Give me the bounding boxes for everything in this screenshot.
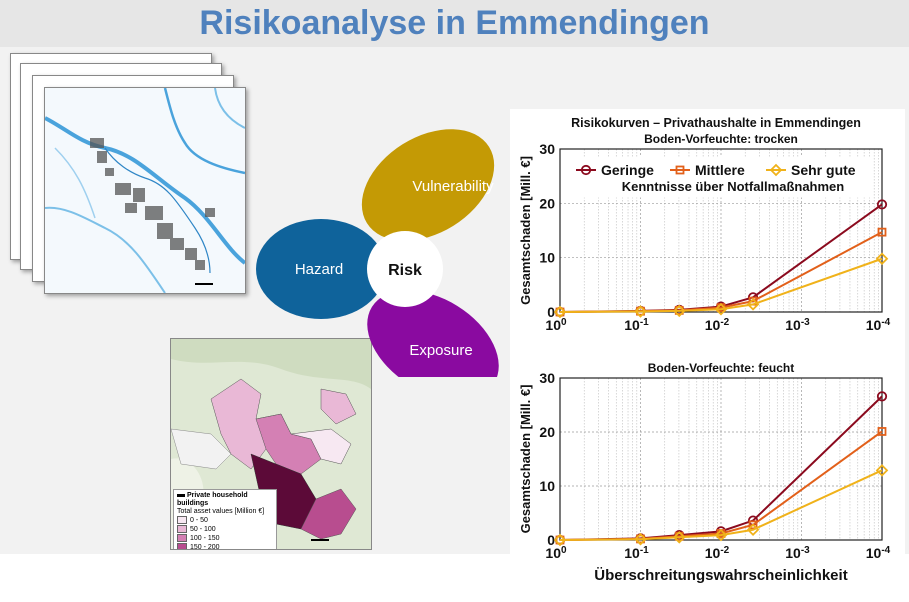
y-axis-label: Gesamtschaden [Mill. €] [518,156,533,305]
chart-title: Risikokurven – Privathaushalte in Emmend… [571,116,861,130]
main-area: Private household buildings Total asset … [0,47,909,597]
data-point [877,227,887,237]
y-tick-label: 20 [539,424,555,440]
asset-value-map: Private household buildings Total asset … [170,338,372,550]
data-point [634,532,647,546]
data-point [714,303,728,316]
legend-label: Mittlere [695,162,745,178]
asset-legend-swatch [177,516,187,524]
asset-legend-label: 100 - 150 [190,534,220,542]
legend-marker [675,165,685,175]
y-tick-label: 10 [539,250,555,266]
page-title: Risikoanalyse in Emmendingen [199,4,710,42]
hazard-map [44,87,246,294]
y-tick-label: 30 [539,141,555,157]
legend-label: Geringe [601,162,654,178]
asset-legend-item: 150 - 200 [177,542,273,550]
risk-label: Risk [388,262,422,279]
data-point [714,528,728,542]
asset-legend-label: 50 - 100 [190,525,216,533]
legend-label: Sehr gute [791,162,856,178]
chart-subtitle: Boden-Vorfeuchte: trocken [644,132,798,146]
vulnerability-petal [361,129,495,241]
asset-legend-swatch [177,542,187,549]
vulnerability-label: Vulnerability [412,178,494,195]
x-tick-label: 10-1 [624,545,649,562]
x-tick-label: 100 [545,545,567,562]
y-tick-label: 10 [539,478,555,494]
x-tick-label: 10-4 [866,317,891,334]
chart-subtitle: Boden-Vorfeuchte: feucht [648,361,794,375]
asset-map-image [171,339,371,549]
x-tick-label: 10-4 [866,545,891,562]
hazard-map-image [45,88,245,293]
y-axis-label: Gesamtschaden [Mill. €] [518,385,533,534]
x-tick-label: 10-1 [624,317,649,334]
y-tick-label: 0 [547,532,555,548]
data-point [746,298,760,311]
series-line-sehr-gute [559,257,883,313]
series-line-sehr-gute [559,469,883,541]
legend-marker [580,164,592,176]
y-tick-label: 30 [539,370,555,386]
data-point [672,531,686,544]
data-point [553,305,567,319]
hazard-petal [256,219,386,319]
exposure-label: Exposure [409,342,472,359]
risk-core [367,231,443,307]
title-bar: Risikoanalyse in Emmendingen [0,0,909,47]
x-tick-label: 100 [545,317,567,334]
asset-legend-title: Private household buildings [177,492,248,507]
x-tick-label: 10-3 [785,545,810,562]
legend-note: Kenntnisse über Notfallmaßnahmen [622,179,845,194]
asset-legend-subtitle: Total asset values [Million €] [177,508,265,515]
data-point [748,520,758,530]
asset-legend-item: 100 - 150 [177,533,273,543]
x-tick-label: 10-3 [785,317,810,334]
data-point [672,304,686,318]
hazard-label: Hazard [295,261,343,278]
asset-legend-label: 150 - 200 [190,543,220,550]
asset-legend-swatch [177,533,187,542]
chart-panel: 0 10 20 30 100 10-1 10-2 10-3 10-4 Gesamtschaden … [510,109,905,597]
data-point [553,533,567,547]
y-tick-label: 20 [539,195,555,211]
risk-concept-diagram: Vulnerability Hazard Risk Exposure [256,129,499,377]
data-point [634,305,647,318]
chart-legend [567,156,873,198]
data-point [876,391,888,402]
asset-legend-label: 0 - 50 [190,516,208,524]
y-tick-label: 0 [547,304,555,320]
data-point [746,523,760,537]
data-point [875,252,889,266]
x-tick-label: 10-2 [705,317,730,334]
exposure-petal [367,290,499,377]
asset-legend-item: 50 - 100 [177,524,273,534]
x-axis-label: Überschreitungswahrscheinlichkeit [594,567,847,584]
asset-legend-swatch [177,524,187,533]
asset-legend-item: 0 - 50 [177,516,273,525]
x-tick-label: 10-2 [705,545,730,562]
asset-map-legend: Private household buildings Total asset … [173,489,277,550]
data-point [876,199,888,210]
legend-marker [769,163,783,177]
data-point [877,427,887,436]
data-point [875,464,889,477]
